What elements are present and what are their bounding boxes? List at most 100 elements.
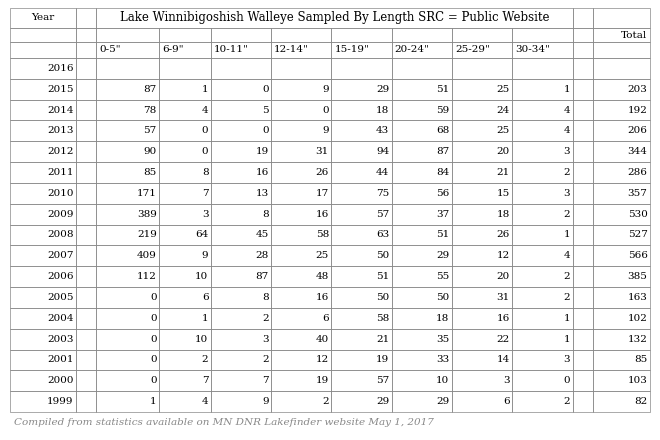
Text: 102: 102	[628, 314, 647, 323]
Bar	[572, 141, 593, 162]
Text: 2014: 2014	[47, 106, 73, 114]
Text: Lake Winnibigoshish Walleye Sampled By Length SRC = Public Website: Lake Winnibigoshish Walleye Sampled By L…	[119, 11, 549, 25]
Bar	[512, 329, 572, 349]
Bar	[211, 266, 271, 287]
Text: 16: 16	[496, 314, 510, 323]
Text: 22: 22	[496, 334, 510, 344]
Bar	[391, 28, 452, 42]
Text: 206: 206	[628, 126, 647, 136]
Bar	[452, 329, 512, 349]
Bar	[512, 162, 572, 183]
Text: 2010: 2010	[47, 189, 73, 198]
Bar	[76, 246, 96, 266]
Bar	[593, 204, 650, 224]
Text: 6: 6	[322, 314, 329, 323]
Bar	[452, 162, 512, 183]
Bar	[593, 79, 650, 99]
Bar	[10, 58, 76, 79]
Bar	[10, 391, 76, 412]
Bar	[331, 370, 391, 391]
Bar	[391, 370, 452, 391]
Text: 58: 58	[376, 314, 389, 323]
Text: Compiled from statistics available on MN DNR Lakefinder website May 1, 2017: Compiled from statistics available on MN…	[14, 418, 434, 427]
Bar	[572, 246, 593, 266]
Bar	[593, 141, 650, 162]
Text: 25: 25	[496, 85, 510, 94]
Bar	[512, 266, 572, 287]
Bar	[391, 266, 452, 287]
Text: 51: 51	[376, 272, 389, 281]
Bar	[159, 58, 211, 79]
Text: 85: 85	[634, 356, 647, 364]
Bar	[76, 266, 96, 287]
Bar	[271, 266, 331, 287]
Bar	[76, 183, 96, 204]
Text: 10: 10	[195, 272, 209, 281]
Text: 24: 24	[496, 106, 510, 114]
Text: 18: 18	[496, 210, 510, 219]
Text: 85: 85	[143, 168, 156, 177]
Bar	[572, 266, 593, 287]
Bar	[452, 349, 512, 370]
Bar	[211, 58, 271, 79]
Bar	[593, 183, 650, 204]
Bar	[572, 329, 593, 349]
Text: 33: 33	[436, 356, 449, 364]
Bar	[211, 121, 271, 141]
Text: 0: 0	[202, 147, 209, 156]
Text: 0: 0	[564, 376, 570, 385]
Bar	[76, 141, 96, 162]
Bar	[159, 28, 211, 42]
Text: 20: 20	[496, 272, 510, 281]
Text: 26: 26	[315, 168, 329, 177]
Text: 57: 57	[143, 126, 156, 136]
Bar	[271, 391, 331, 412]
Text: 12: 12	[315, 356, 329, 364]
Bar	[10, 246, 76, 266]
Bar	[159, 162, 211, 183]
Bar	[211, 141, 271, 162]
Text: 19: 19	[315, 376, 329, 385]
Text: 3: 3	[262, 334, 269, 344]
Bar	[331, 58, 391, 79]
Text: 37: 37	[436, 210, 449, 219]
Bar	[391, 162, 452, 183]
Bar	[572, 370, 593, 391]
Text: 2008: 2008	[47, 231, 73, 239]
Bar	[391, 121, 452, 141]
Bar	[271, 224, 331, 246]
Text: 94: 94	[376, 147, 389, 156]
Text: 50: 50	[436, 293, 449, 302]
Text: 566: 566	[628, 251, 647, 260]
Bar	[452, 204, 512, 224]
Bar	[452, 28, 512, 42]
Text: 527: 527	[628, 231, 647, 239]
Text: 0: 0	[150, 293, 156, 302]
Bar	[159, 370, 211, 391]
Bar	[76, 99, 96, 121]
Text: 15: 15	[496, 189, 510, 198]
Text: 0: 0	[322, 106, 329, 114]
Bar	[572, 349, 593, 370]
Bar	[512, 391, 572, 412]
Text: 2: 2	[322, 397, 329, 406]
Bar	[572, 99, 593, 121]
Bar	[211, 287, 271, 308]
Bar	[271, 287, 331, 308]
Bar	[211, 391, 271, 412]
Text: 10: 10	[195, 334, 209, 344]
Text: 530: 530	[628, 210, 647, 219]
Text: 2: 2	[202, 356, 209, 364]
Text: 0: 0	[262, 126, 269, 136]
Bar	[211, 370, 271, 391]
Bar	[593, 308, 650, 329]
Text: 56: 56	[436, 189, 449, 198]
Bar	[572, 391, 593, 412]
Bar	[10, 266, 76, 287]
Bar	[10, 8, 76, 28]
Bar	[76, 42, 96, 58]
Bar	[159, 349, 211, 370]
Bar	[96, 141, 159, 162]
Text: 5: 5	[262, 106, 269, 114]
Bar	[10, 370, 76, 391]
